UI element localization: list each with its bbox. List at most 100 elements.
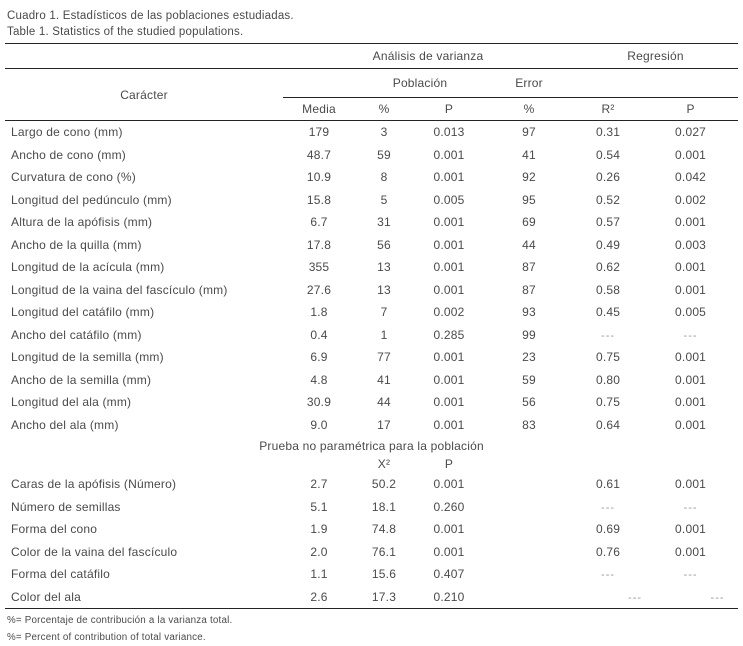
- cell-p-poblacion: 0.001: [433, 544, 465, 559]
- cell-p-poblacion: 0.005: [433, 192, 465, 207]
- table-row: Forma del cono 1.9 74.8 0.001 0.69 0.001: [5, 518, 738, 541]
- col-header-p-nonparam: P: [444, 457, 454, 471]
- cell-pct-error: 92: [522, 170, 536, 185]
- cell-pct-error: 83: [522, 417, 536, 432]
- cell-p-regresion: 0.001: [675, 350, 707, 365]
- row-label: Longitud del pedúnculo (mm): [11, 192, 172, 207]
- cell-r2: 0.45: [595, 305, 621, 320]
- cell-p-regresion: 0.042: [675, 170, 707, 185]
- cell-p-poblacion: 0.260: [433, 499, 465, 514]
- table-row: Forma del catáfilo 1.1 15.6 0.407 --- ---: [5, 563, 738, 586]
- cell-p-regresion: 0.001: [675, 477, 707, 492]
- cell-pct-poblacion: 7: [380, 305, 388, 320]
- table-body: Largo de cono (mm) 179 3 0.013 97 0.31 0.027 An…: [5, 121, 738, 609]
- col-header-pct-poblacion: %: [355, 97, 413, 121]
- row-label: Curvatura de cono (%): [11, 170, 136, 185]
- col-header-caracter: Carácter: [5, 68, 283, 121]
- row-label: Color del ala: [11, 589, 81, 604]
- cell-r2: ---: [573, 586, 643, 609]
- empty-cell: [283, 68, 355, 98]
- row-label: Ancho del ala (mm): [11, 417, 119, 432]
- cell-media: 10.9: [306, 170, 332, 185]
- cell-r2: 0.62: [595, 260, 621, 275]
- cell-p-regresion: 0.001: [675, 282, 707, 297]
- nonparametric-section-title-row: Prueba no paramétrica para la población: [5, 436, 738, 455]
- cell-p-poblacion: 0.001: [433, 170, 465, 185]
- cell-r2: 0.64: [595, 417, 621, 432]
- cell-p-poblacion: 0.001: [433, 477, 465, 492]
- cell-pct-error: [485, 541, 573, 564]
- cell-pct-error: 95: [522, 192, 536, 207]
- empty-cell: [485, 455, 573, 473]
- footnote-spanish: %= Porcentaje de contribución a la varia…: [7, 615, 233, 626]
- row-label: Número de semillas: [11, 499, 121, 514]
- cell-pct-poblacion: 59: [377, 147, 391, 162]
- statistics-table: Análisis de varianza Regresión Carácter …: [5, 43, 739, 609]
- cell-pct-poblacion: 44: [377, 395, 391, 410]
- missing-value-dashes: ---: [601, 501, 616, 514]
- cell-pct-poblacion: 41: [377, 372, 391, 387]
- col-header-p-poblacion: P: [413, 97, 485, 121]
- cell-pct-poblacion: 15.6: [371, 567, 397, 582]
- table-row: Longitud de la acícula (mm) 355 13 0.001 87 0…: [5, 256, 738, 279]
- cell-p-poblacion: 0.001: [433, 260, 465, 275]
- cell-media: 2.7: [310, 477, 328, 492]
- cell-media: 179: [308, 125, 330, 140]
- cell-pct-error: 23: [522, 350, 536, 365]
- cell-r2: ---: [573, 563, 643, 586]
- table-row: Color del ala 2.6 17.3 0.210 --- ---: [5, 586, 738, 609]
- cell-pct-poblacion: 77: [377, 350, 391, 365]
- cell-pct-error: [485, 473, 573, 496]
- empty-cell: [573, 68, 644, 98]
- cell-pct-error: [485, 586, 573, 609]
- cell-pct-error: 97: [522, 125, 536, 140]
- empty-cell: [643, 68, 739, 98]
- cell-r2: 0.26: [595, 170, 621, 185]
- cell-r2: 0.76: [595, 544, 621, 559]
- sub-header-row: Carácter Población Error: [5, 68, 739, 121]
- cell-pct-poblacion: 76.1: [371, 544, 397, 559]
- cell-p-regresion: 0.001: [675, 260, 707, 275]
- table-row: Color de la vaina del fascículo 2.0 76.1 0.…: [5, 541, 738, 564]
- cell-media: 9.0: [310, 417, 328, 432]
- cell-media: 5.1: [310, 499, 328, 514]
- col-header-p-regresion: P: [643, 97, 739, 121]
- cell-media: 1.1: [310, 567, 328, 582]
- cell-media: 1.9: [310, 522, 328, 537]
- cell-pct-error: 56: [522, 395, 536, 410]
- cell-media: 6.9: [310, 350, 328, 365]
- row-label: Longitud de la acícula (mm): [11, 260, 165, 275]
- cell-r2: ---: [573, 324, 643, 347]
- table-row: Ancho de cono (mm) 48.7 59 0.001 41 0.54 0.001: [5, 144, 738, 167]
- cell-pct-poblacion: 17.3: [371, 589, 397, 604]
- cell-pct-poblacion: 13: [377, 282, 391, 297]
- cell-p-regresion: 0.001: [675, 147, 707, 162]
- cell-r2: 0.52: [595, 192, 621, 207]
- missing-value-dashes: ---: [683, 569, 698, 582]
- cell-r2: 0.54: [595, 147, 621, 162]
- cell-p-poblacion: 0.001: [433, 372, 465, 387]
- empty-cell: [5, 455, 283, 473]
- cell-r2: 0.80: [595, 372, 621, 387]
- col-header-pct-error: %: [485, 97, 574, 121]
- group-header-anova: Análisis de varianza: [283, 43, 574, 69]
- cell-r2: 0.61: [595, 477, 621, 492]
- cell-p-poblacion: 0.001: [433, 522, 465, 537]
- cell-r2: 0.49: [595, 237, 621, 252]
- cell-p-regresion: 0.002: [675, 192, 707, 207]
- cell-r2: 0.31: [595, 125, 621, 140]
- cell-pct-error: 69: [522, 215, 536, 230]
- missing-value-dashes: ---: [601, 569, 616, 582]
- table-row: Longitud del ala (mm) 30.9 44 0.001 56 0.75 0.…: [5, 391, 738, 414]
- row-label: Altura de la apófisis (mm): [11, 215, 153, 230]
- cell-p-regresion: 0.003: [675, 237, 707, 252]
- missing-value-dashes: ---: [710, 591, 725, 604]
- row-label: Ancho de cono (mm): [11, 147, 126, 162]
- missing-value-dashes: ---: [683, 501, 698, 514]
- col-header-x2: X²: [377, 457, 391, 471]
- cell-p-regresion: 0.027: [675, 125, 707, 140]
- cell-media: 0.4: [310, 327, 328, 342]
- cell-pct-poblacion: 50.2: [371, 477, 397, 492]
- cell-p-poblacion: 0.001: [433, 147, 465, 162]
- cell-media: 15.8: [306, 192, 332, 207]
